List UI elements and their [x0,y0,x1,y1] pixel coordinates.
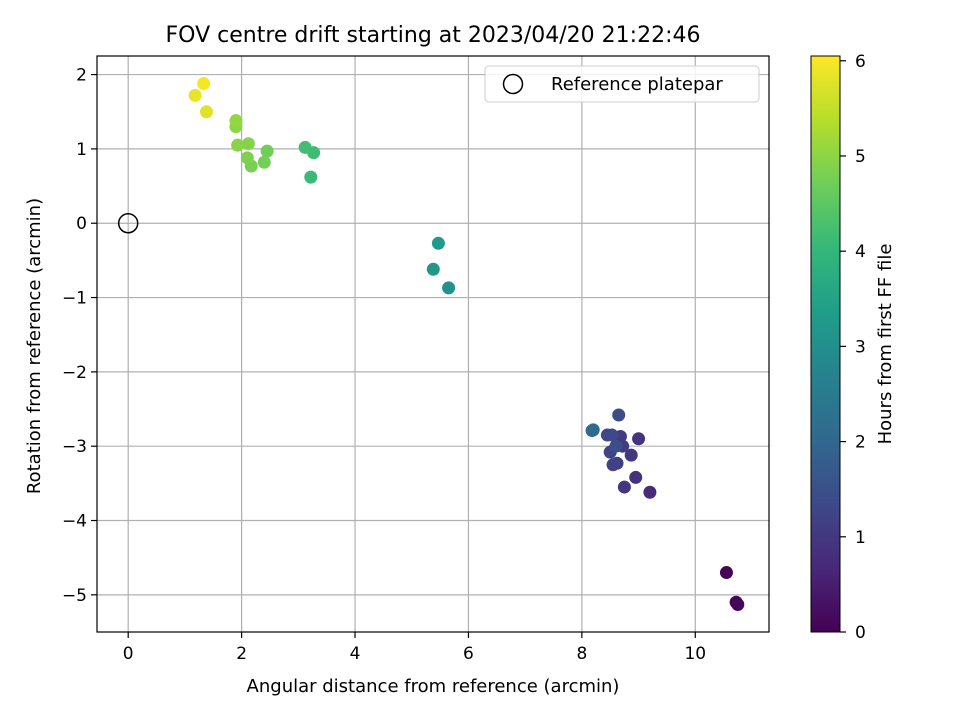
data-point [231,138,245,152]
reference-platepar-marker [117,212,139,234]
colorbar-gradient [810,55,841,633]
colorbar-tick-label: 3 [855,337,866,357]
y-axis-label: Rotation from reference (arcmin) [24,198,45,494]
x-tick-label: 10 [684,644,706,664]
legend: Reference platepar [484,65,760,103]
chart-title: FOV centre drift starting at 2023/04/20 … [166,23,701,48]
data-point [240,151,254,165]
colorbar-tick-label: 0 [855,623,866,643]
colorbar-tick-label: 4 [855,242,866,262]
scatter-points [188,76,745,612]
data-point [304,170,318,184]
data-point [260,144,274,158]
y-tick-label: −1 [62,289,87,309]
data-point [731,598,745,612]
legend-entry: Reference platepar [551,74,723,95]
data-point [241,137,255,151]
y-tick-label: −3 [62,437,87,457]
data-point [606,458,620,472]
data-point [426,262,440,276]
reference-marker [117,212,139,234]
data-point [624,448,638,462]
data-point [298,140,312,154]
plot-area [97,56,769,632]
colorbar: 0 1 2 3 4 5 6 Hours from first FF file [810,52,896,643]
y-axis-ticks: 2 1 0 −1 −2 −3 −4 −5 [62,66,97,606]
data-point [442,281,456,295]
data-point [257,155,271,169]
colorbar-tick-label: 2 [855,433,866,453]
x-tick-label: 0 [123,644,134,664]
data-point [609,439,623,453]
y-tick-label: 0 [76,214,87,234]
legend-marker [502,73,524,95]
x-tick-label: 4 [350,644,361,664]
data-point [229,114,243,128]
y-tick-label: −4 [62,512,87,532]
legend-box [484,65,760,103]
data-point [643,485,657,499]
data-point [617,480,631,494]
x-tick-label: 2 [236,644,247,664]
y-tick-label: −5 [62,586,87,606]
x-axis-ticks: 0 2 4 6 8 10 [123,632,706,664]
data-point [188,88,202,102]
plot-background [97,56,769,632]
x-tick-label: 8 [576,644,587,664]
y-tick-label: −2 [62,363,87,383]
colorbar-ticks: 0 1 2 3 4 5 6 [840,52,866,643]
plot-frame [96,55,770,633]
data-point [719,566,733,580]
x-tick-label: 6 [463,644,474,664]
axes-frame [96,55,770,633]
data-point [629,470,643,484]
data-point [632,432,646,446]
data-point [197,76,211,90]
colorbar-tick-label: 6 [855,52,866,72]
data-point [431,236,445,250]
data-point [612,408,626,422]
y-tick-label: 1 [76,140,87,160]
x-axis-label: Angular distance from reference (arcmin) [247,676,620,697]
data-point [199,105,213,119]
colorbar-tick-label: 1 [855,528,866,548]
data-point [585,424,599,438]
data-point [605,428,619,442]
grid-lines [97,56,769,632]
colorbar-tick-label: 5 [855,147,866,167]
y-tick-label: 2 [76,66,87,86]
colorbar-label: Hours from first FF file [875,244,896,445]
